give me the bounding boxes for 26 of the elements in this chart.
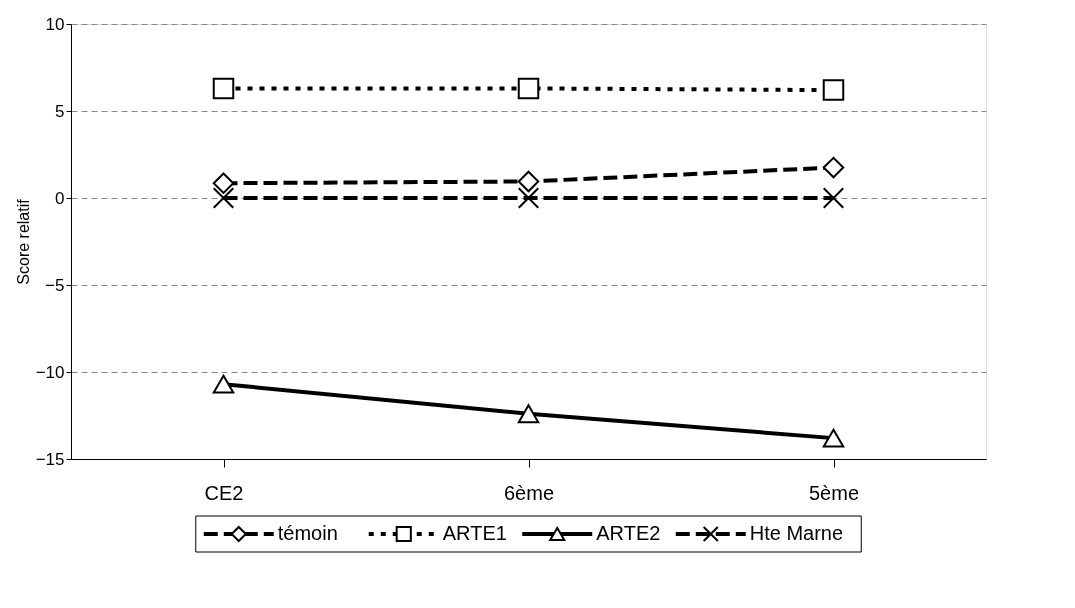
y-tick-label: −15 — [35, 449, 65, 469]
y-tick-label: −5 — [45, 275, 65, 295]
point — [822, 187, 845, 209]
point — [517, 77, 540, 100]
legend-label: ARTE2 — [596, 522, 661, 544]
y-tick-label: −10 — [35, 362, 65, 382]
y-axis-title: Score relatif — [14, 198, 32, 285]
point — [822, 428, 845, 448]
y-tick-label: 0 — [55, 188, 65, 208]
legend-label: ARTE1 — [442, 522, 507, 544]
y-tick-label: 5 — [55, 101, 65, 121]
point — [212, 172, 235, 194]
point — [517, 404, 540, 424]
y-tick-label: 10 — [45, 14, 65, 34]
x-tick-label: 5ème — [808, 481, 860, 504]
point — [822, 79, 845, 101]
point — [517, 187, 540, 209]
x-tick-label: 6ème — [503, 481, 555, 504]
x-tick-label: CE2 — [204, 481, 244, 504]
point — [822, 156, 845, 179]
legend-label: Hte Marne — [749, 522, 844, 544]
point — [212, 187, 235, 209]
point — [517, 170, 540, 193]
point — [212, 374, 235, 394]
point — [212, 77, 235, 100]
legend-label: témoin — [277, 522, 338, 544]
